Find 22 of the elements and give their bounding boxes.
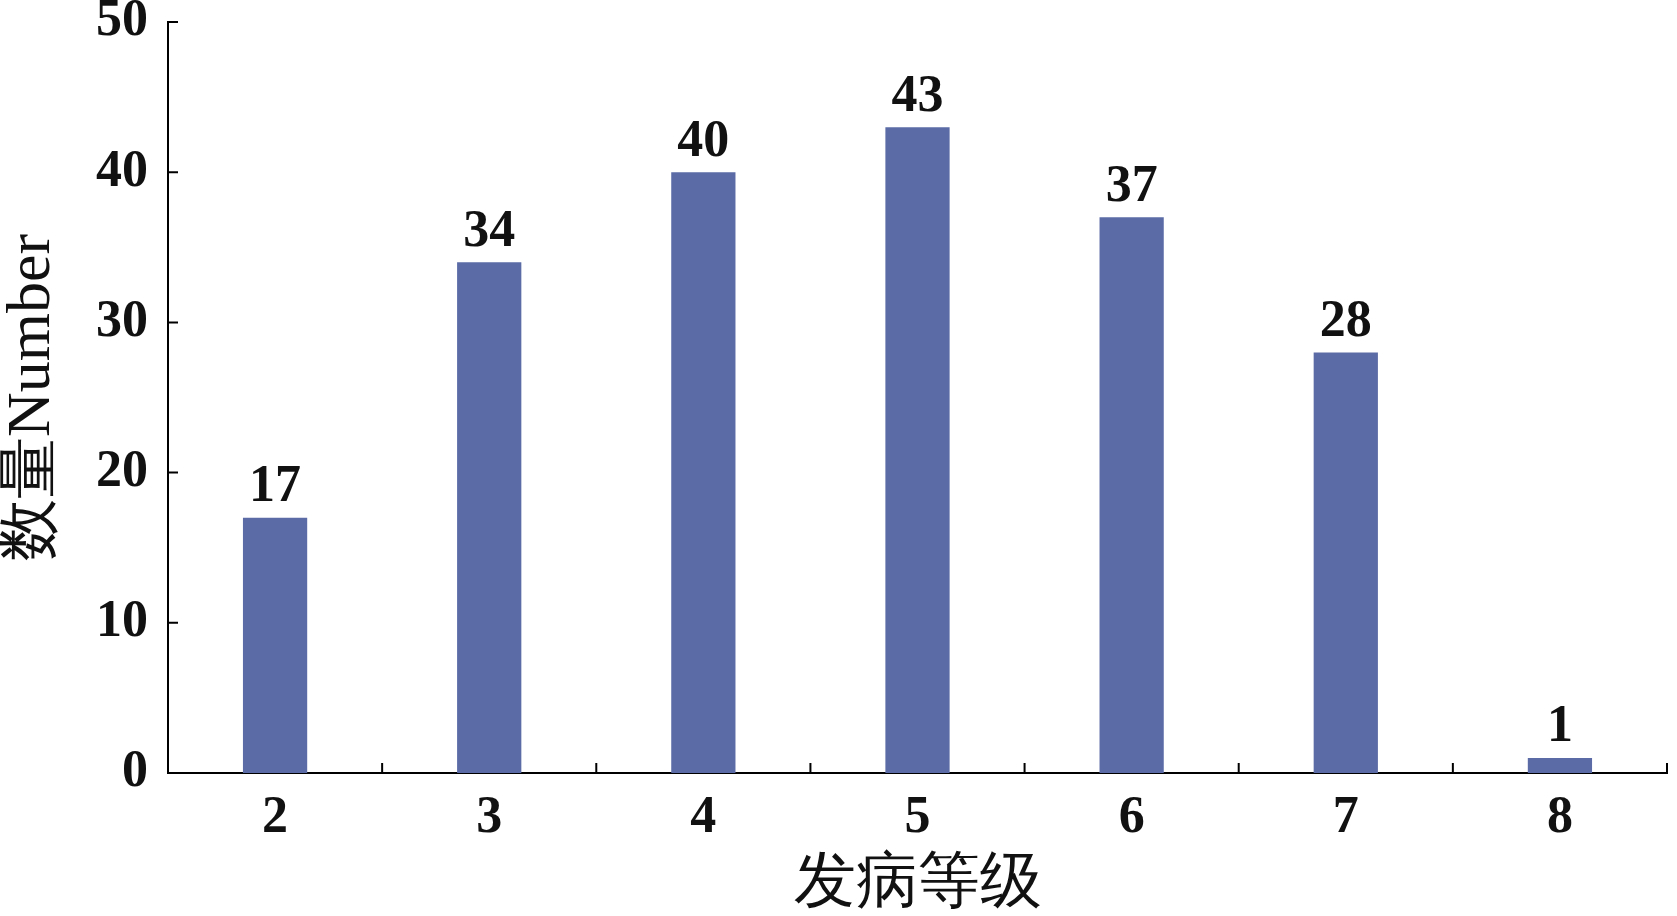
x-tick-label: 4	[690, 785, 717, 843]
y-tick-label: 50	[96, 0, 148, 47]
x-tick-label: 3	[476, 785, 503, 843]
y-axis-title: 数量Number	[0, 233, 63, 562]
x-tick-label: 2	[262, 785, 289, 843]
data-label: 28	[1319, 289, 1372, 347]
y-tick-label: 30	[96, 289, 148, 347]
data-label: 40	[677, 109, 730, 167]
data-label: 34	[463, 199, 516, 257]
x-axis-title: 发病等级	[793, 846, 1042, 915]
y-tick-label: 20	[96, 440, 148, 498]
x-tick-label: 7	[1332, 785, 1359, 843]
y-tick-label: 0	[122, 740, 148, 798]
x-tick-label: 6	[1118, 785, 1145, 843]
data-label: 1	[1546, 695, 1573, 753]
x-tick-label: 8	[1546, 785, 1573, 843]
data-label: 37	[1105, 154, 1158, 212]
x-tick-label: 5	[904, 785, 931, 843]
y-tick-label: 40	[96, 139, 148, 197]
data-label: 43	[891, 64, 944, 122]
y-tick-label: 10	[96, 590, 148, 648]
data-label: 17	[249, 455, 302, 513]
